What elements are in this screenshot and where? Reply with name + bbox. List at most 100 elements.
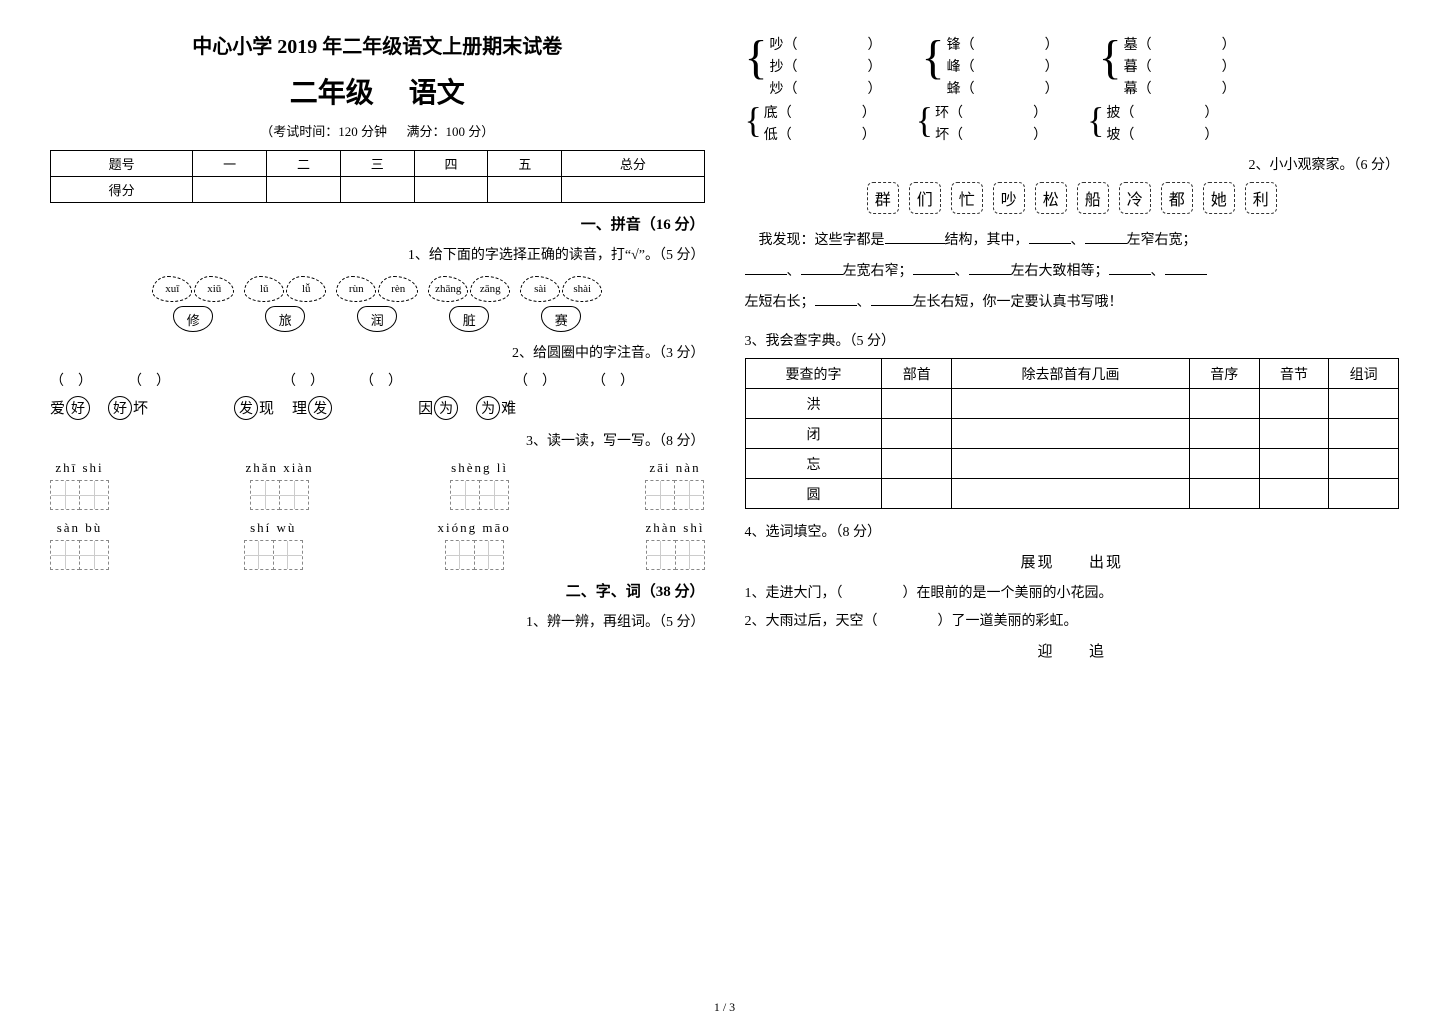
word-pair: 展现 出现: [745, 551, 1400, 572]
blank-underline: [745, 261, 787, 275]
blank-paren: （ ）: [360, 370, 402, 390]
score-th: 三: [340, 151, 414, 177]
brace-item: 披（）: [1106, 102, 1218, 122]
pinyin-write-row: sàn bù shí wù xióng māo zhàn shì: [50, 520, 705, 570]
tian-cell: [273, 540, 303, 570]
brace-icon: {: [745, 34, 768, 82]
pinyin-label: zhī shi: [55, 460, 103, 476]
fill-line: 我发现：这些字都是结构，其中，、左窄右宽；: [745, 226, 1400, 257]
blank-underline: [1165, 261, 1207, 275]
grade: 二年级: [290, 78, 374, 109]
exam-info-prefix: （考试时间：: [260, 124, 338, 139]
tian-cell: [244, 540, 274, 570]
boxed-char: 忙: [951, 182, 983, 214]
dict-th: 音序: [1189, 359, 1259, 389]
tian-cell: [50, 540, 80, 570]
blank-underline: [885, 230, 945, 244]
pinyin-option: rèn: [378, 276, 418, 302]
question-heading: 1、给下面的字选择正确的读音，打“√”。（5 分）: [50, 244, 705, 264]
fill-text: 左短右长；: [745, 295, 815, 310]
blank-underline: [969, 261, 1011, 275]
pinyin-label: xióng māo: [438, 520, 511, 536]
dict-td: [1329, 449, 1399, 479]
char-label: 幕（: [1124, 82, 1152, 97]
table-row: 圆: [745, 479, 1399, 509]
boxed-char: 们: [909, 182, 941, 214]
pre-char: 因: [418, 397, 433, 418]
brace-icon: {: [1099, 34, 1122, 82]
pinyin-option: zhāng: [428, 276, 468, 302]
char-label: 锋（: [947, 38, 975, 53]
fill-text: 我发现：这些字都是: [759, 233, 885, 248]
section-heading: 一、拼音（16 分）: [50, 213, 705, 234]
brace-item: 抄（）: [770, 56, 882, 76]
left-column: 中心小学 2019 年二年级语文上册期末试卷 二年级 语文 （考试时间：120 …: [50, 30, 705, 671]
word-option: 迎: [1037, 644, 1054, 660]
dict-td: [1329, 389, 1399, 419]
table-row: 洪: [745, 389, 1399, 419]
sent-post: ）了一道美丽的彩虹。: [938, 614, 1078, 629]
pin-block: zhī shi: [50, 460, 109, 510]
dict-td: [1189, 479, 1259, 509]
score-th: 四: [414, 151, 488, 177]
tian-cell: [50, 480, 80, 510]
tian-cell: [250, 480, 280, 510]
dict-td: [1259, 419, 1329, 449]
fill-sentence: 2、大雨过后，天空（）了一道美丽的彩虹。: [745, 610, 1400, 630]
tian-cell: [445, 540, 475, 570]
right-column: { 吵（） 抄（） 炒（） { 锋（） 峰（） 蜂（） { 墓（）: [745, 30, 1400, 671]
dict-td: [1259, 449, 1329, 479]
char-drop: 旅: [265, 306, 305, 332]
brace-col: { 披（） 坡（）: [1087, 102, 1218, 144]
circle-item: 发现: [234, 396, 274, 420]
dict-td: 闭: [745, 419, 882, 449]
dict-td: [952, 419, 1190, 449]
score-td: [340, 177, 414, 203]
fill-text: 结构，其中，: [945, 233, 1029, 248]
brace-col: { 墓（） 暮（） 幕（）: [1099, 34, 1236, 98]
tian-grid: [445, 540, 504, 570]
pinyin-option: lǔ: [244, 276, 284, 302]
pinyin-option: xuī: [152, 276, 192, 302]
dict-td: [1259, 479, 1329, 509]
word-option: 展现: [1020, 555, 1054, 571]
char-label: 披（: [1106, 106, 1134, 121]
brace-item: 锋（）: [947, 34, 1059, 54]
post-char: 难: [501, 397, 516, 418]
question-heading: 3、我会查字典。（5 分）: [745, 330, 1400, 350]
subject: 语文: [409, 78, 465, 109]
blank-underline: [1029, 230, 1071, 244]
boxed-char: 船: [1077, 182, 1109, 214]
dict-td: [1329, 419, 1399, 449]
score-td: [193, 177, 267, 203]
tian-cell: [279, 480, 309, 510]
score-th: 总分: [562, 151, 704, 177]
tian-cell: [674, 480, 704, 510]
brace-col: { 底（） 低（）: [745, 102, 876, 144]
char-label: 坏（: [935, 128, 963, 143]
blank-paren: （ ）: [50, 370, 92, 390]
paren-row: （ ） （ ） （ ） （ ） （ ） （ ）: [50, 370, 705, 390]
char-label: 抄（: [770, 60, 798, 75]
tian-cell: [450, 480, 480, 510]
pinyin-label: shí wù: [250, 520, 296, 536]
circled-char: 发: [234, 396, 258, 420]
brace-item: 峰（）: [947, 56, 1059, 76]
score-th: 五: [488, 151, 562, 177]
brace-lines: 披（） 坡（）: [1106, 102, 1218, 144]
pinyin-option: shài: [562, 276, 602, 302]
dict-th: 部首: [882, 359, 952, 389]
pinyin-option: zāng: [470, 276, 510, 302]
score-td: [562, 177, 704, 203]
brace-icon: {: [1087, 102, 1104, 138]
pre-char: 爱: [50, 397, 65, 418]
table-row: 忘: [745, 449, 1399, 479]
tian-grid: [646, 540, 705, 570]
dict-th: 要查的字: [745, 359, 882, 389]
char-label: 墓（: [1124, 38, 1152, 53]
blank-underline: [801, 261, 843, 275]
dict-td: [952, 449, 1190, 479]
dict-td: 洪: [745, 389, 882, 419]
pre-char: 理: [292, 397, 307, 418]
exam-full: 100 分）: [446, 124, 495, 139]
